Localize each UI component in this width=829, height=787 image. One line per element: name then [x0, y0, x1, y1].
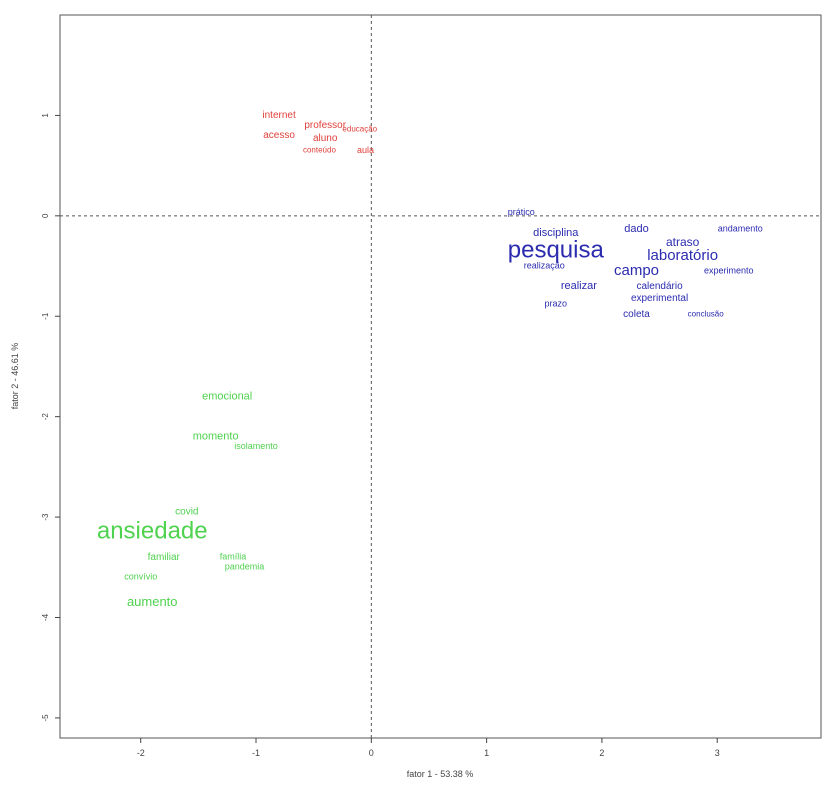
y-tick-label: -5 — [41, 714, 50, 722]
word-point: conteúdo — [303, 146, 336, 155]
word-point: experimento — [704, 265, 754, 275]
word-point: prático — [508, 207, 535, 217]
word-point: família — [220, 552, 247, 562]
y-tick-label: -2 — [41, 413, 50, 421]
word-point: acesso — [263, 130, 295, 141]
word-point: laboratório — [647, 247, 718, 264]
word-cloud-points: internet professor acesso aluno educação aula… — [97, 110, 763, 609]
x-tick-label: -1 — [252, 748, 260, 758]
x-axis-label: fator 1 - 53.38 % — [407, 769, 474, 779]
word-point: calendário — [636, 281, 683, 292]
word-point: realizar — [561, 280, 597, 292]
x-tick-label: 0 — [369, 748, 374, 758]
word-point: pesquisa — [508, 236, 605, 263]
word-point: emocional — [202, 390, 252, 402]
y-tick-label: 0 — [41, 213, 50, 218]
word-point: dado — [624, 223, 648, 235]
word-point: educação — [342, 125, 377, 134]
word-point: conclusão — [688, 309, 725, 318]
word-point: campo — [614, 262, 659, 279]
y-axis-label: fator 2 - 46.61 % — [10, 343, 20, 410]
x-tick-label: 2 — [599, 748, 604, 758]
y-tick-label: -1 — [41, 312, 50, 320]
word-point: convívio — [124, 572, 157, 582]
word-point: aula — [357, 145, 374, 155]
x-tick-label: -2 — [137, 748, 145, 758]
plot-frame — [59, 14, 822, 739]
word-point: covid — [175, 507, 198, 518]
word-point: experimental — [631, 293, 688, 304]
y-tick-label: -3 — [41, 513, 50, 521]
word-point: internet — [262, 110, 296, 121]
y-axis-ticks: 1 0 -1 -2 -3 -4 -5 — [41, 113, 60, 722]
word-point: coleta — [623, 309, 650, 320]
x-axis-ticks: -2 -1 0 1 2 3 — [137, 738, 720, 758]
word-point: momento — [193, 431, 239, 443]
word-point: aluno — [313, 133, 338, 144]
word-point: pandemia — [225, 562, 265, 572]
word-point: isolamento — [234, 441, 278, 451]
word-point: realização — [524, 260, 565, 270]
word-cluster: internet professor acesso aluno educação aula… — [262, 110, 377, 155]
word-point: disciplina — [533, 227, 579, 239]
word-point: andamento — [718, 223, 763, 233]
word-point: prazo — [545, 299, 568, 309]
word-point: ansiedade — [97, 517, 208, 544]
word-point: familiar — [148, 552, 181, 563]
x-tick-label: 1 — [484, 748, 489, 758]
word-point: aumento — [127, 594, 178, 609]
x-tick-label: 3 — [715, 748, 720, 758]
y-tick-label: 1 — [41, 113, 50, 118]
word-point: atraso — [666, 235, 700, 249]
y-tick-label: -4 — [41, 613, 50, 621]
word-cluster: ansiedade aumento emocional momentoisolamen… — [97, 390, 278, 608]
word-point: professor — [304, 120, 346, 131]
